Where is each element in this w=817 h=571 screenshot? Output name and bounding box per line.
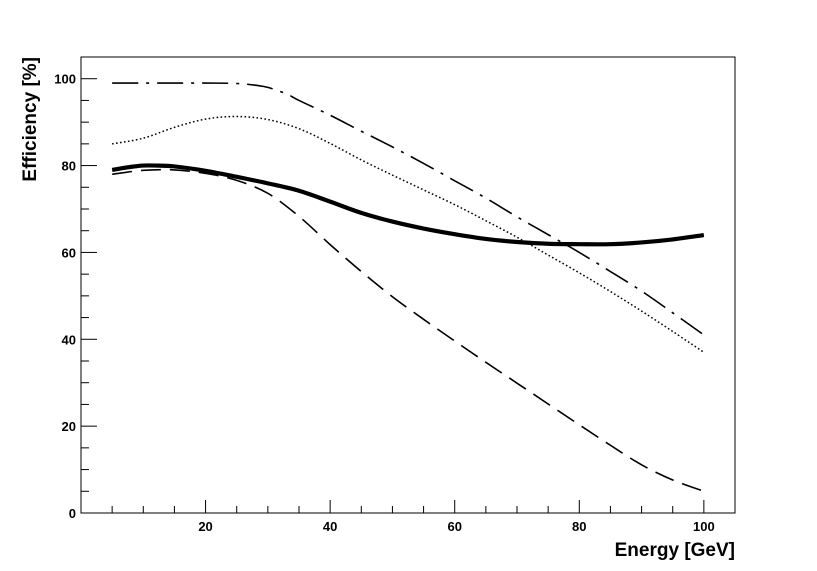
- y-tick-label: 40: [62, 332, 76, 347]
- plot-frame: [80, 56, 736, 514]
- series-line-dashed: [112, 168, 705, 493]
- series-line-dash-dot: [112, 82, 705, 336]
- axis-ticks: [81, 56, 736, 514]
- x-axis-title: Energy [GeV]: [615, 540, 735, 561]
- series-line-solid-thick: [111, 163, 705, 247]
- y-axis-title: Efficiency [%]: [20, 57, 41, 182]
- y-tick-label: 80: [62, 159, 76, 174]
- series-layer: [111, 82, 705, 493]
- y-tick-label: 60: [62, 245, 76, 260]
- y-tick-label: 0: [69, 506, 76, 521]
- series-line-dotted: [112, 115, 705, 353]
- x-tick-label: 60: [447, 519, 461, 534]
- x-tick-label: 80: [572, 519, 586, 534]
- x-tick-label: 40: [323, 519, 337, 534]
- tick-labels: 20 40 60 80 100 0 20 40 60 80 100: [54, 72, 714, 534]
- y-tick-label: 20: [62, 419, 76, 434]
- y-tick-label: 100: [54, 72, 76, 87]
- x-tick-label: 20: [198, 519, 212, 534]
- x-tick-label: 100: [693, 519, 715, 534]
